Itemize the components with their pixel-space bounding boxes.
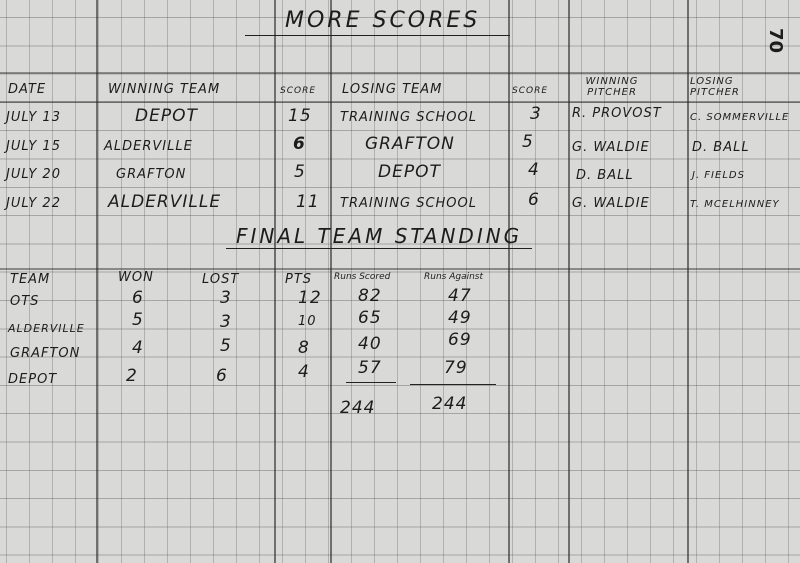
header-winning-team: WINNING TEAM — [108, 82, 221, 97]
winning-team: GRAFTON — [116, 167, 187, 182]
losing-score: 4 — [528, 160, 540, 180]
won: 2 — [126, 366, 138, 386]
column-rule — [330, 0, 332, 563]
won: 5 — [132, 310, 144, 330]
runs-scored: 82 — [358, 286, 382, 306]
pts: 4 — [298, 362, 310, 382]
runs-against: 79 — [410, 358, 496, 385]
losing-team: TRAINING SCHOOL — [340, 110, 478, 125]
runs-scored: 40 — [358, 334, 382, 354]
header-team: TEAM — [10, 272, 51, 287]
header-lost: LOST — [202, 272, 240, 287]
runs-against: 49 — [448, 308, 472, 328]
losing-score: 6 — [528, 190, 540, 210]
column-rule — [568, 0, 570, 563]
column-rule — [508, 0, 510, 563]
winning-pitcher: R. PROVOST — [572, 106, 662, 121]
losing-score: 5 — [522, 132, 534, 152]
winning-pitcher: G. WALDIE — [572, 196, 650, 211]
losing-pitcher: T. MCELHINNEY — [690, 199, 780, 210]
losing-score: 3 — [530, 104, 542, 124]
pts: 10 — [298, 314, 317, 329]
losing-pitcher: D. BALL — [692, 140, 750, 155]
standings-title: FINAL TEAM STANDING — [226, 224, 533, 249]
header-losing-pitcher: LOSING PITCHER — [690, 76, 740, 98]
pts: 12 — [298, 288, 322, 308]
header-runs-scored: Runs Scored — [334, 272, 391, 282]
winning-score: 11 — [296, 192, 320, 212]
page-number: 70 — [764, 27, 786, 54]
winning-pitcher: G. WALDIE — [572, 140, 650, 155]
winning-team: ALDERVILLE — [104, 139, 193, 154]
runs-scored: 57 — [346, 358, 396, 383]
winning-pitcher: D. BALL — [576, 168, 634, 183]
row-rule — [0, 72, 800, 74]
runs-against-total: 244 — [432, 394, 468, 414]
game-date: JULY 20 — [6, 167, 61, 182]
header-date: DATE — [8, 82, 47, 97]
winning-score: 5 — [294, 162, 306, 182]
column-rule — [274, 0, 276, 563]
pts: 8 — [298, 338, 310, 358]
runs-against: 69 — [448, 330, 472, 350]
header-losing-team: LOSING TEAM — [342, 82, 443, 97]
team-name: ALDERVILLE — [8, 322, 85, 335]
column-rule — [687, 0, 689, 563]
losing-team: GRAFTON — [365, 134, 455, 154]
won: 4 — [132, 338, 144, 358]
header-score: SCORE — [280, 86, 317, 96]
runs-scored-total: 244 — [340, 398, 376, 418]
won: 6 — [132, 288, 144, 308]
losing-pitcher: J. FIELDS — [692, 170, 745, 181]
game-date: JULY 22 — [6, 196, 61, 211]
row-rule — [0, 268, 800, 270]
team-name: DEPOT — [8, 372, 58, 387]
losing-pitcher: C. SOMMERVILLE — [690, 112, 790, 123]
team-name: GRAFTON — [10, 346, 81, 361]
row-rule — [0, 101, 800, 103]
lost: 3 — [220, 312, 232, 332]
game-date: JULY 13 — [6, 110, 61, 125]
winning-score: 15 — [288, 106, 312, 126]
header-won: WON — [118, 270, 154, 285]
winning-team: ALDERVILLE — [108, 192, 222, 212]
lost: 3 — [220, 288, 232, 308]
header-runs-against: Runs Against — [424, 272, 484, 282]
page-title: MORE SCORES — [245, 8, 511, 36]
game-date: JULY 15 — [6, 139, 61, 154]
team-name: OTS — [10, 294, 40, 309]
header-score-2: SCORE — [512, 86, 549, 96]
losing-team: DEPOT — [378, 162, 441, 182]
runs-against: 47 — [448, 286, 472, 306]
runs-scored: 65 — [358, 308, 382, 328]
header-winning-pitcher: WINNING PITCHER — [585, 76, 639, 98]
header-pts: PTS — [285, 272, 313, 287]
lost: 5 — [220, 336, 232, 356]
lost: 6 — [216, 366, 228, 386]
winning-team: DEPOT — [135, 106, 198, 126]
winning-score: 6 — [293, 134, 306, 154]
column-rule — [96, 0, 98, 563]
losing-team: TRAINING SCHOOL — [340, 196, 478, 211]
